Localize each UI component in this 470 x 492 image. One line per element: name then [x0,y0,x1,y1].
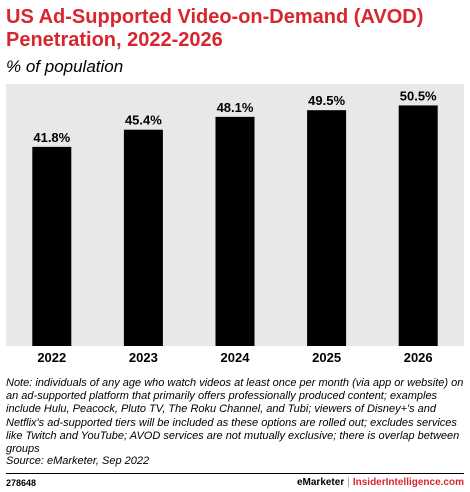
brand-insider-intelligence-link[interactable]: InsiderIntelligence.com [352,477,464,488]
data-label-2022: 41.8% [33,130,70,145]
chart-id: 278648 [6,478,37,488]
data-label-2025: 49.5% [308,93,345,108]
bar-2025 [307,110,347,346]
x-tick-label-2023: 2023 [128,350,158,365]
chart-note: Note: individuals of any age who watch v… [6,377,464,456]
plot-area: 41.8% 45.4% 48.1% 49.5% 50.5% [6,84,464,346]
bar-2023 [123,129,163,346]
x-axis: 2022 2023 2024 2025 2026 [6,350,464,370]
data-label-2026: 50.5% [400,88,437,103]
bar-chart: 41.8% 45.4% 48.1% 49.5% 50.5% [32,88,438,346]
bar-2022 [32,146,72,346]
bar-2026 [398,105,438,346]
footer-brand: eMarketer | InsiderIntelligence.com [297,477,464,489]
brand-emarketer: eMarketer [296,477,345,488]
x-tick-label-2024: 2024 [220,350,250,365]
data-label-2023: 45.4% [125,113,162,128]
chart-source: Source: eMarketer, Sep 2022 [6,455,150,467]
chart-subtitle: % of population [6,57,124,76]
chart-title: US Ad-Supported Video-on-Demand (AVOD) P… [6,6,424,51]
x-tick-label-2025: 2025 [312,350,342,365]
footer-divider [6,473,464,474]
brand-separator: | [347,477,350,488]
bar-2024 [215,116,255,346]
data-label-2024: 48.1% [217,100,254,115]
x-tick-label-2026: 2026 [403,350,433,365]
x-tick-label-2022: 2022 [37,350,67,365]
